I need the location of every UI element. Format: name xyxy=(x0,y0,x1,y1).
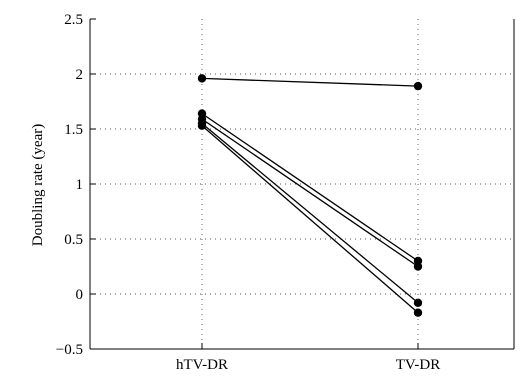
x-tick-label: TV-DR xyxy=(396,357,440,373)
data-point xyxy=(413,308,423,317)
y-tick-label: 2.5 xyxy=(64,12,83,28)
y-tick-label: 0.5 xyxy=(64,232,83,248)
series-line xyxy=(201,113,419,262)
data-point xyxy=(197,74,207,83)
data-point xyxy=(413,298,423,307)
series-layer xyxy=(197,74,423,317)
y-tick-label: 2 xyxy=(76,67,84,83)
series-2 xyxy=(197,109,423,266)
data-point xyxy=(197,121,207,130)
series-line xyxy=(201,122,419,304)
series-line xyxy=(201,118,419,268)
x-tick-label: hTV-DR xyxy=(176,357,228,373)
y-axis-title: Doubling rate (year) xyxy=(30,124,46,246)
series-3 xyxy=(197,114,423,271)
series-4 xyxy=(197,119,423,307)
series-5 xyxy=(197,121,423,317)
y-tick-label: −0.5 xyxy=(56,342,83,358)
series-1 xyxy=(197,74,423,91)
axes xyxy=(89,18,515,350)
grid xyxy=(90,19,514,349)
series-line xyxy=(201,77,419,87)
series-line xyxy=(201,125,419,314)
y-tick-label: 1 xyxy=(76,177,84,193)
x-tick-labels: hTV-DR TV-DR xyxy=(176,357,440,373)
data-point xyxy=(413,81,423,91)
y-tick-label: 1.5 xyxy=(64,122,83,138)
y-tick-label: 0 xyxy=(76,287,84,303)
data-point xyxy=(413,262,423,271)
y-tick-labels: −0.5 0 0.5 1 1.5 2 2.5 xyxy=(56,12,83,358)
